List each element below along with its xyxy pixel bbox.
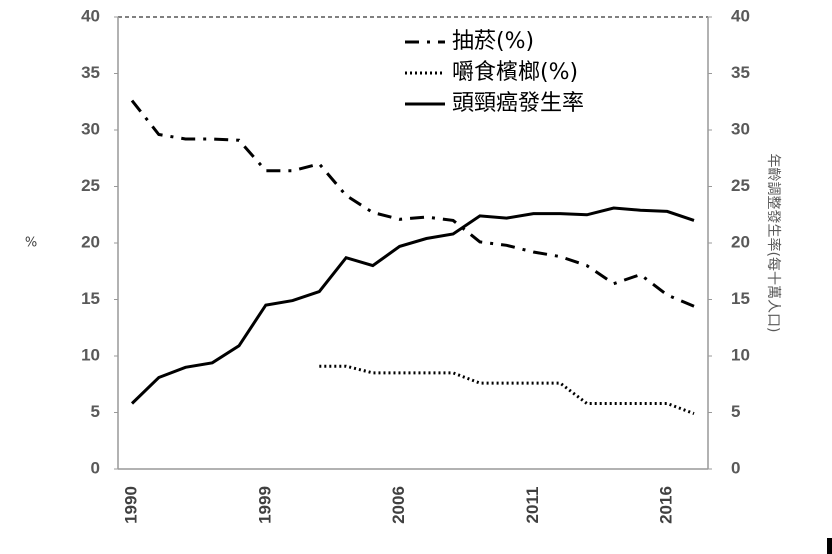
- series-line: [319, 364, 695, 416]
- y-tick-label: 5: [91, 402, 100, 421]
- y-tick-label: 25: [81, 176, 100, 195]
- y-tick-label: 20: [81, 232, 100, 251]
- y2-tick-label: 15: [731, 289, 750, 308]
- y2-tick-label: 10: [731, 345, 750, 364]
- y-tick-label: 40: [81, 6, 100, 25]
- legend-label: 抽菸(%): [452, 29, 534, 54]
- x-tick-label: 2011: [523, 487, 542, 524]
- y-axis-label: %: [25, 236, 37, 251]
- corner-mark: [827, 538, 832, 554]
- legend-label: 頭頸癌發生率: [452, 91, 584, 116]
- legend-label: 嚼食檳榔(%): [452, 60, 578, 85]
- y2-tick-label: 0: [731, 458, 740, 477]
- y2-tick-label: 35: [731, 63, 750, 82]
- y-tick-label: 15: [81, 289, 100, 308]
- y2-tick-label: 40: [731, 6, 750, 25]
- y2-tick-label: 30: [731, 119, 750, 138]
- x-tick-label: 2006: [389, 486, 408, 524]
- y2-axis-label: 年齡調整發生率(每十萬人口): [765, 154, 782, 333]
- y-tick-label: 0: [91, 458, 100, 477]
- y2-tick-label: 20: [731, 232, 750, 251]
- x-tick-label: 1990: [121, 486, 140, 524]
- x-tick-label: 2016: [657, 486, 676, 524]
- y2-tick-label: 25: [731, 176, 750, 195]
- y-tick-label: 35: [81, 63, 100, 82]
- y-tick-label: 30: [81, 119, 100, 138]
- series-line: [130, 206, 695, 405]
- y2-tick-label: 5: [731, 402, 740, 421]
- y-tick-label: 10: [81, 345, 100, 364]
- series-line: [130, 99, 695, 308]
- x-tick-label: 1999: [255, 486, 274, 524]
